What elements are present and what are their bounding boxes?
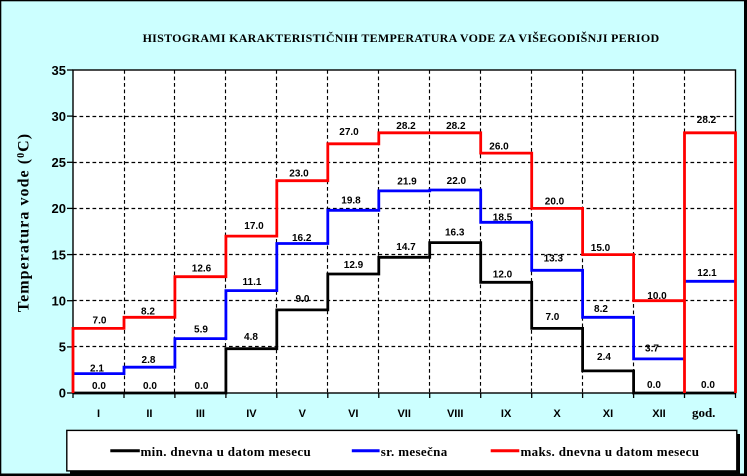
svg-text:15.0: 15.0: [591, 243, 611, 254]
svg-text:V: V: [299, 408, 307, 420]
svg-text:7.0: 7.0: [93, 316, 107, 327]
svg-text:7.0: 7.0: [545, 312, 559, 323]
svg-text:15: 15: [52, 247, 66, 262]
svg-text:20.0: 20.0: [545, 196, 565, 207]
svg-text:12.6: 12.6: [192, 264, 212, 275]
svg-text:VIII: VIII: [447, 408, 464, 420]
svg-text:10.0: 10.0: [647, 291, 667, 302]
svg-text:II: II: [146, 408, 152, 420]
svg-text:19.8: 19.8: [341, 196, 361, 207]
svg-text:Temperatura vode (0C): Temperatura vode (0C): [16, 133, 33, 312]
svg-text:5: 5: [59, 340, 66, 355]
svg-text:XI: XI: [603, 408, 613, 420]
svg-text:8.2: 8.2: [594, 304, 608, 315]
svg-text:20: 20: [52, 201, 66, 216]
svg-text:12.1: 12.1: [697, 268, 717, 279]
svg-text:0: 0: [59, 386, 66, 401]
svg-text:sr. mesečna: sr. mesečna: [381, 444, 448, 459]
svg-text:17.0: 17.0: [244, 221, 264, 232]
svg-text:14.7: 14.7: [396, 242, 416, 253]
svg-text:16.3: 16.3: [445, 228, 465, 239]
svg-text:11.1: 11.1: [243, 277, 262, 288]
svg-text:16.2: 16.2: [292, 233, 312, 244]
svg-text:12.9: 12.9: [344, 260, 364, 271]
svg-text:HISTOGRAMI KARAKTERISTIČNIH TE: HISTOGRAMI KARAKTERISTIČNIH TEMPERATURA …: [143, 31, 660, 45]
svg-text:23.0: 23.0: [289, 168, 309, 179]
svg-text:VI: VI: [348, 408, 358, 420]
svg-text:35: 35: [52, 63, 66, 78]
svg-text:III: III: [196, 408, 205, 420]
svg-text:3.7: 3.7: [645, 343, 659, 354]
svg-text:2.4: 2.4: [597, 352, 611, 363]
svg-text:0.0: 0.0: [143, 381, 157, 392]
svg-text:27.0: 27.0: [339, 127, 359, 138]
svg-text:2.1: 2.1: [90, 364, 104, 375]
svg-text:30: 30: [52, 109, 66, 124]
svg-text:25: 25: [52, 155, 66, 170]
svg-text:maks. dnevna u datom mesecu: maks. dnevna u datom mesecu: [521, 444, 700, 459]
svg-text:min. dnevna u datom mesecu: min. dnevna u datom mesecu: [141, 444, 312, 459]
svg-text:VII: VII: [397, 408, 410, 420]
svg-text:IV: IV: [246, 408, 257, 420]
svg-text:10: 10: [52, 293, 66, 308]
svg-text:5.9: 5.9: [194, 325, 208, 336]
svg-text:2.8: 2.8: [142, 355, 156, 366]
svg-text:21.9: 21.9: [397, 177, 417, 188]
svg-text:XII: XII: [652, 408, 665, 420]
svg-text:9.0: 9.0: [296, 294, 310, 305]
svg-text:28.2: 28.2: [697, 115, 717, 126]
svg-text:IX: IX: [501, 408, 512, 420]
svg-text:13.3: 13.3: [544, 254, 564, 265]
svg-text:0.0: 0.0: [647, 380, 661, 391]
svg-text:12.0: 12.0: [493, 270, 513, 281]
svg-text:X: X: [553, 408, 561, 420]
svg-text:28.2: 28.2: [396, 121, 416, 132]
svg-text:26.0: 26.0: [489, 141, 509, 152]
svg-text:I: I: [97, 408, 100, 420]
svg-text:0.0: 0.0: [701, 380, 715, 391]
svg-text:28.2: 28.2: [446, 121, 466, 132]
svg-text:god.: god.: [692, 405, 715, 420]
svg-text:0.0: 0.0: [195, 381, 209, 392]
svg-text:22.0: 22.0: [447, 176, 467, 187]
svg-text:18.5: 18.5: [493, 212, 513, 223]
svg-text:8.2: 8.2: [141, 307, 155, 318]
svg-text:0.0: 0.0: [92, 381, 106, 392]
svg-text:4.8: 4.8: [244, 332, 258, 343]
